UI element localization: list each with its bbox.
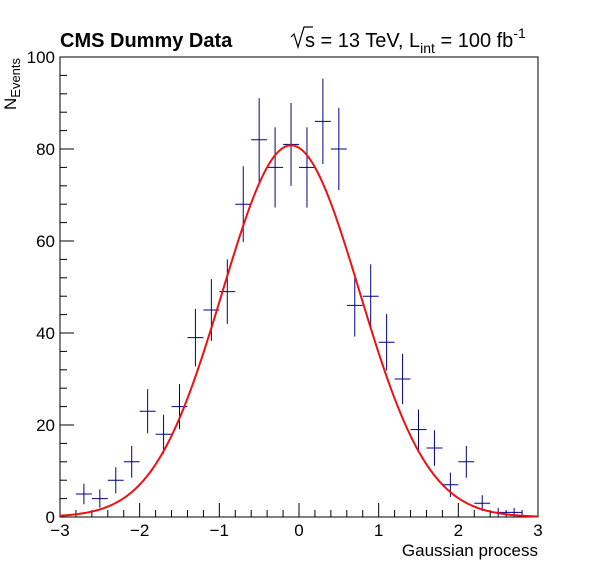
- y-tick-label: 20: [36, 416, 55, 435]
- energy-label: s = 13 TeV, L: [305, 30, 420, 52]
- data-point: [426, 430, 443, 466]
- sqrt-sign: [290, 26, 313, 50]
- lumi-subscript: int: [420, 40, 435, 56]
- data-point: [155, 414, 172, 454]
- data-point: [91, 489, 108, 508]
- data-point: [107, 467, 124, 494]
- x-tick-label: 2: [454, 521, 463, 540]
- data-point: [75, 483, 92, 505]
- x-tick-label: −2: [130, 521, 149, 540]
- fit-curve: [59, 144, 539, 518]
- y-tick-label: 100: [27, 48, 55, 67]
- data-point: [362, 264, 379, 329]
- data-point: [378, 313, 395, 371]
- y-axis-title-main: N: [1, 98, 20, 110]
- data-point: [139, 389, 156, 434]
- data-point: [410, 409, 427, 450]
- y-tick-label: 0: [46, 508, 55, 527]
- x-axis-title: Gaussian process: [402, 541, 538, 560]
- x-tick-label: −3: [50, 521, 69, 540]
- y-tick-label: 80: [36, 140, 55, 159]
- data-point: [123, 445, 140, 478]
- data-point: [394, 353, 411, 405]
- y-axis: 0 20 40 60 80 100: [27, 48, 74, 527]
- data-point: [346, 274, 363, 337]
- data-point: [235, 166, 252, 243]
- data-point: [251, 98, 268, 182]
- data-point: [187, 308, 204, 367]
- data-point: [267, 127, 284, 208]
- lumi-value: = 100 fb: [435, 30, 513, 52]
- data-point: [299, 127, 315, 208]
- data-points: [75, 78, 523, 517]
- y-axis-title: NEvents: [1, 57, 23, 110]
- x-tick-label: 1: [374, 521, 383, 540]
- x-axis: −3 −2 −1 0 1 2 3: [50, 503, 543, 540]
- energy-lumi-label: s = 13 TeV, Lint = 100 fb-1: [305, 25, 526, 56]
- y-axis-title-sub: Events: [8, 57, 23, 97]
- x-tick-label: 3: [533, 521, 542, 540]
- x-tick-label: 0: [294, 521, 303, 540]
- data-point: [314, 78, 331, 165]
- chart-title: CMS Dummy Data: [60, 30, 233, 52]
- y-tick-label: 40: [36, 324, 55, 343]
- lumi-superscript: -1: [513, 25, 526, 41]
- data-point: [330, 107, 347, 191]
- x-tick-label: −1: [210, 521, 229, 540]
- y-tick-label: 60: [36, 232, 55, 251]
- data-point: [458, 445, 475, 478]
